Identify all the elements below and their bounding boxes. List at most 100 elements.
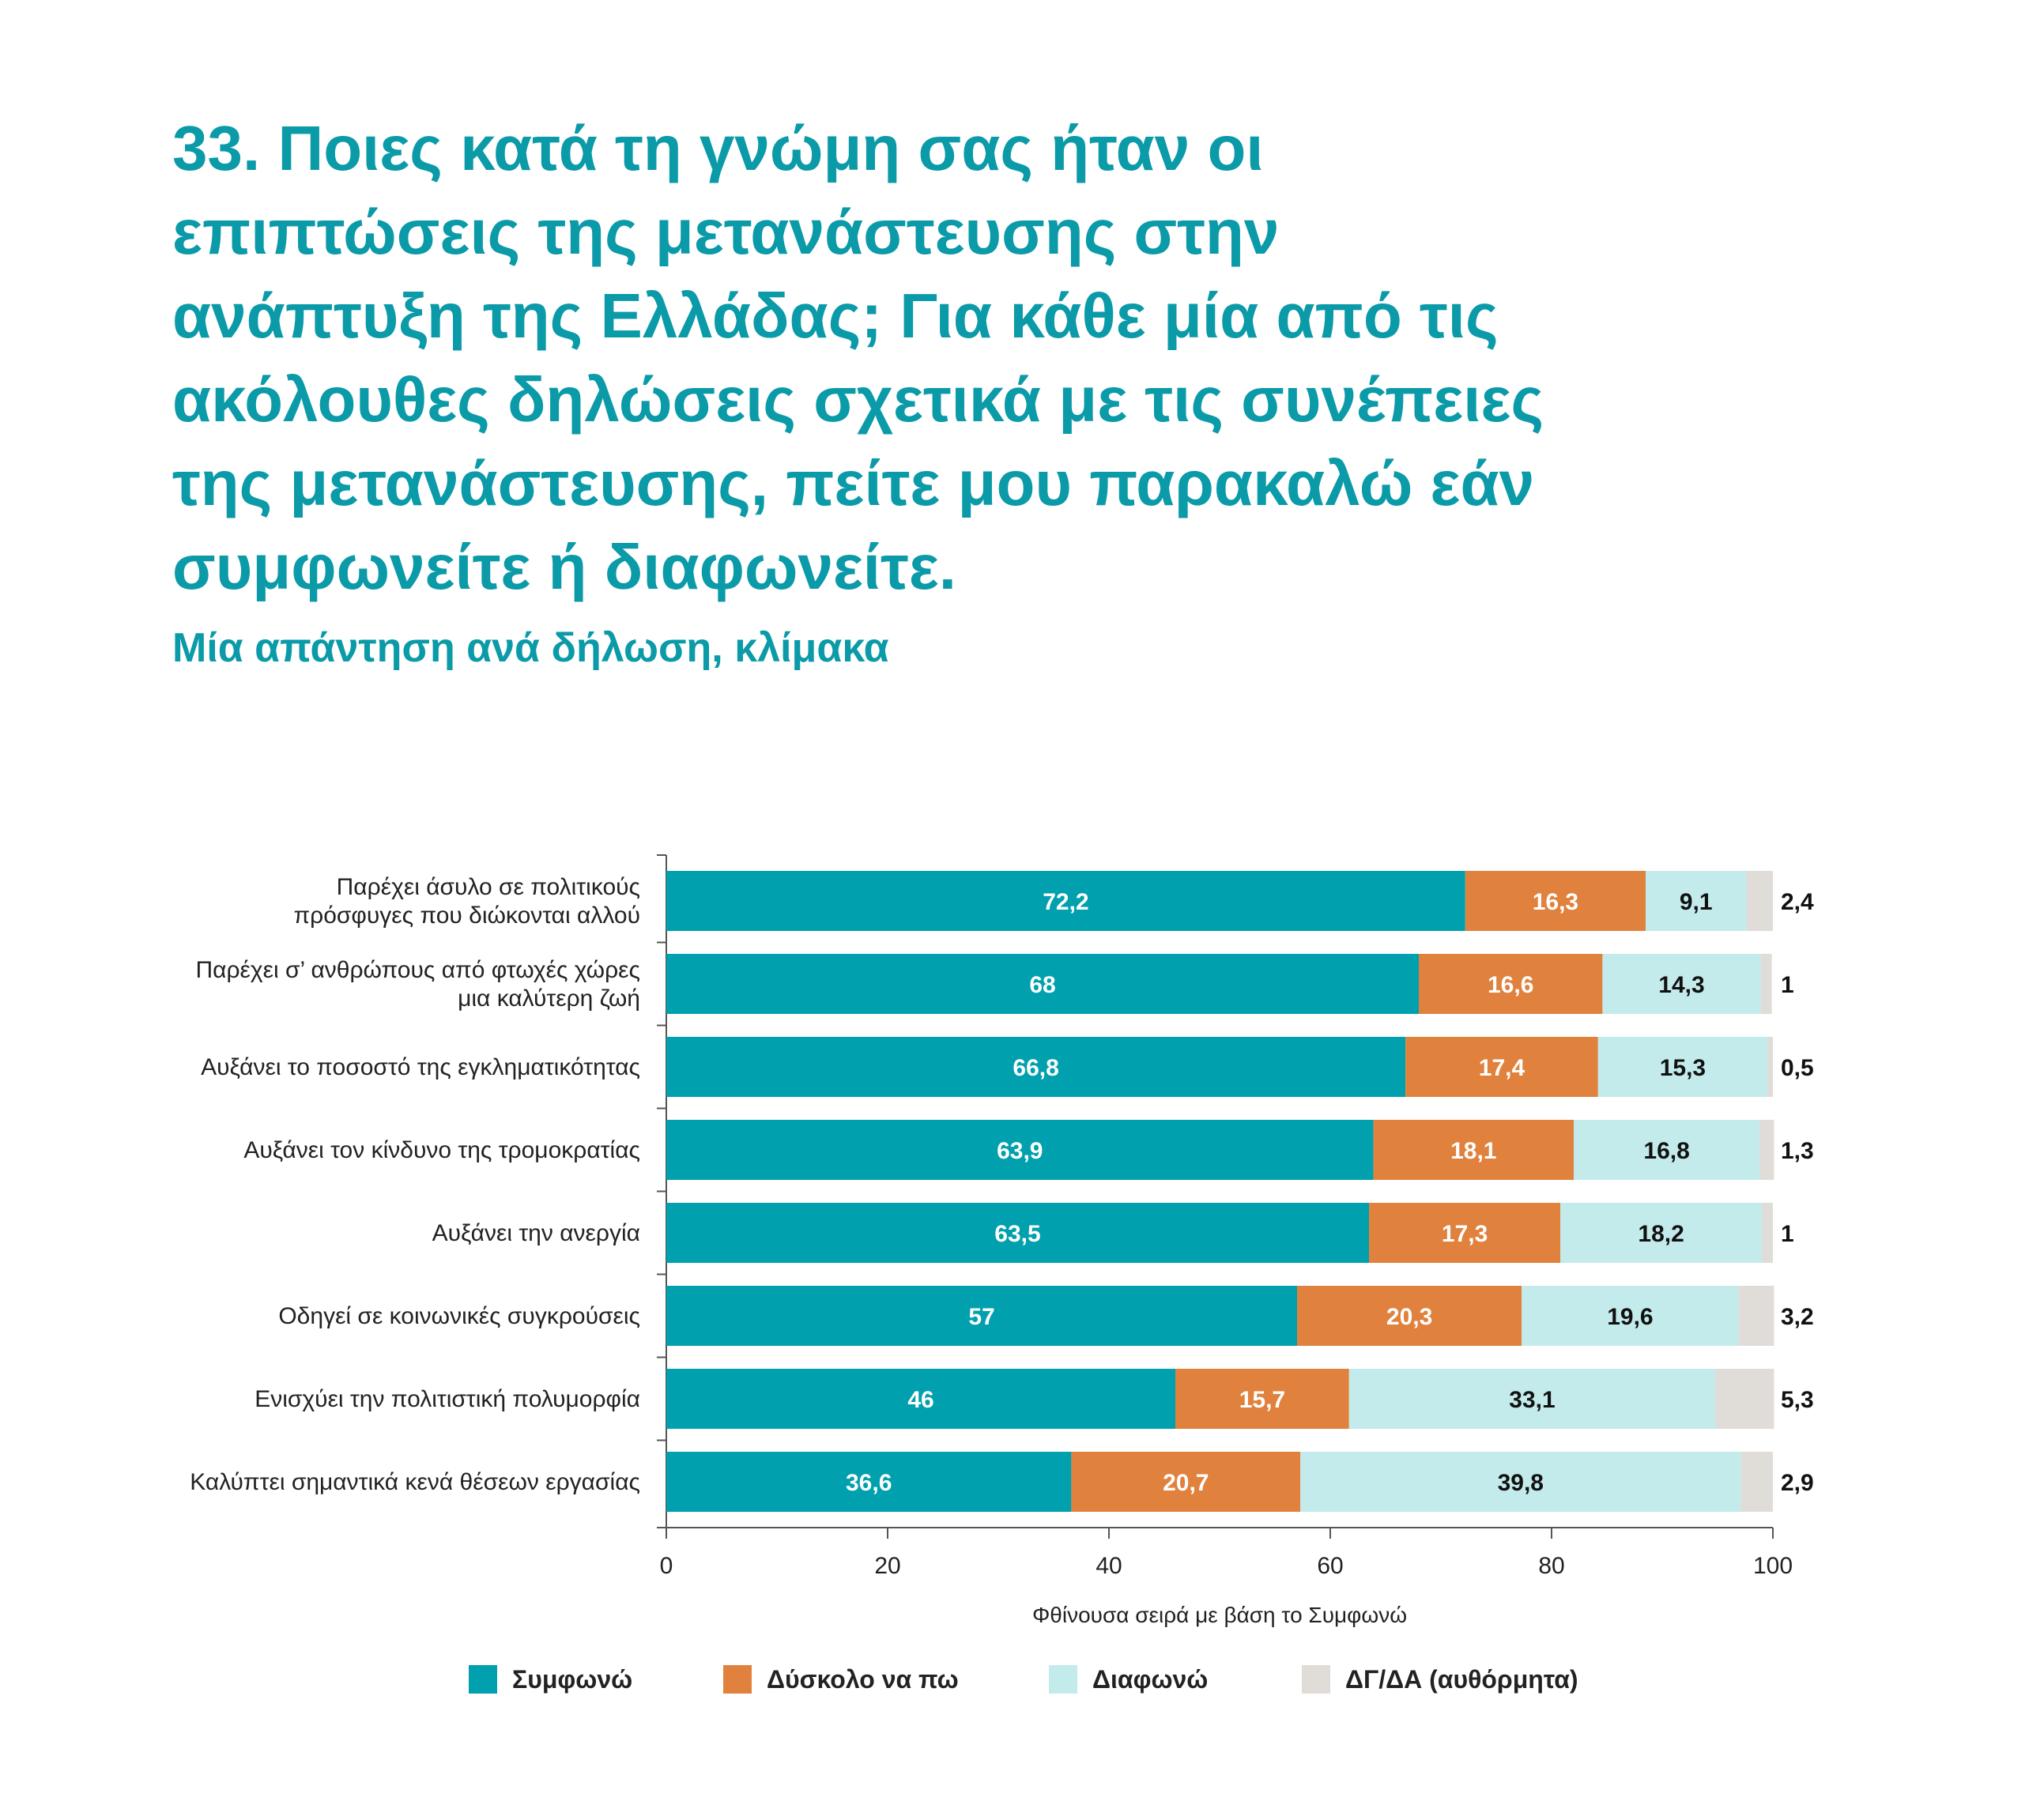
- legend-swatch: [469, 1665, 497, 1694]
- legend-item: ΔΓ/ΔΑ (αυθόρμητα): [1302, 1665, 1578, 1694]
- bar-segment: [1297, 1286, 1522, 1346]
- data-label: 63,5: [994, 1221, 1040, 1247]
- bar-segment: [1760, 954, 1772, 1014]
- bar-segment: [666, 954, 1419, 1014]
- legend-swatch: [1302, 1665, 1330, 1694]
- bar-row: Καλύπτει σημαντικά κενά θέσεων εργασίας 3…: [190, 1452, 1814, 1512]
- x-tick-label: 0: [660, 1553, 673, 1579]
- data-label: 72,2: [1043, 889, 1088, 915]
- legend-swatch: [723, 1665, 752, 1694]
- x-tick-label: 20: [874, 1553, 900, 1579]
- data-label: 17,4: [1479, 1055, 1525, 1081]
- legend-label: Συμφωνώ: [512, 1665, 632, 1694]
- bar-segment: [1175, 1369, 1349, 1429]
- x-tick-label: 100: [1753, 1553, 1793, 1579]
- bar-segment: [1574, 1120, 1760, 1180]
- data-label: 66,8: [1013, 1055, 1058, 1081]
- category-label: Ενισχύει την πολιτιστική πολυμορφία: [255, 1386, 640, 1412]
- legend-swatch: [1049, 1665, 1077, 1694]
- bar-segment: [1767, 1037, 1773, 1097]
- bar-segment: [1369, 1203, 1561, 1263]
- data-label: 20,3: [1386, 1304, 1432, 1330]
- bar-segment: [666, 1452, 1072, 1512]
- category-label: Παρέχει σ’ ανθρώπους από φτωχές χώρες: [195, 957, 640, 983]
- data-label: 36,6: [846, 1470, 892, 1496]
- chart-subtitle: Μία απάντηση ανά δήλωση, κλίμακα: [172, 625, 889, 671]
- category-label: Αυξάνει τον κίνδυνο της τρομοκρατίας: [243, 1137, 640, 1163]
- bar-segment: [666, 1120, 1374, 1180]
- bar-segment: [1522, 1286, 1739, 1346]
- category-label: μια καλύτερη ζωή: [458, 985, 640, 1012]
- legend-label: Διαφωνώ: [1092, 1665, 1208, 1694]
- data-label: 15,3: [1660, 1055, 1706, 1081]
- bar-segment: [666, 1203, 1369, 1263]
- data-label: 1,3: [1781, 1138, 1814, 1164]
- data-label: 39,8: [1498, 1470, 1544, 1496]
- data-label: 2,4: [1781, 889, 1814, 915]
- data-label: 18,2: [1638, 1221, 1684, 1247]
- bar-segment: [1597, 1037, 1767, 1097]
- bar-segment: [1560, 1203, 1762, 1263]
- data-label: 63,9: [997, 1138, 1043, 1164]
- bar-segment: [1746, 871, 1773, 931]
- data-label: 16,8: [1643, 1138, 1689, 1164]
- bar-row: Ενισχύει την πολιτιστική πολυμορφία 46 15,…: [255, 1369, 1814, 1429]
- data-label: 57: [968, 1304, 994, 1330]
- bar-row: Αυξάνει την ανεργία 63,5 17,3 18,2 1: [432, 1203, 1794, 1263]
- bar-segment: [1759, 1120, 1774, 1180]
- bar-segment: [666, 1369, 1175, 1429]
- bar-row: Οδηγεί σε κοινωνικές συγκρούσεις 57 20,3 19…: [278, 1286, 1814, 1346]
- data-label: 5,3: [1781, 1387, 1814, 1413]
- legend-item: Συμφωνώ: [469, 1665, 632, 1694]
- category-label: Οδηγεί σε κοινωνικές συγκρούσεις: [278, 1303, 640, 1329]
- bar-segment: [1373, 1120, 1574, 1180]
- data-label: 1: [1781, 1221, 1794, 1247]
- bar-segment: [1646, 871, 1747, 931]
- legend-label: Δύσκολο να πω: [767, 1665, 959, 1694]
- data-label: 20,7: [1163, 1470, 1209, 1496]
- x-tick-label: 80: [1538, 1553, 1564, 1579]
- category-label: Καλύπτει σημαντικά κενά θέσεων εργασίας: [190, 1469, 640, 1495]
- legend-item: Δύσκολο να πω: [723, 1665, 959, 1694]
- data-label: 68: [1029, 972, 1055, 998]
- data-label: 15,7: [1239, 1387, 1285, 1413]
- bar-segment: [1465, 871, 1646, 931]
- data-label: 16,3: [1533, 889, 1578, 915]
- bar-segment: [1602, 954, 1761, 1014]
- bar-segment: [1300, 1452, 1741, 1512]
- data-label: 2,9: [1781, 1470, 1814, 1496]
- data-label: 18,1: [1450, 1138, 1496, 1164]
- data-label: 17,3: [1442, 1221, 1488, 1247]
- data-label: 0,5: [1781, 1055, 1814, 1081]
- legend-label: ΔΓ/ΔΑ (αυθόρμητα): [1345, 1665, 1578, 1694]
- bar-segment: [1405, 1037, 1598, 1097]
- category-label: Αυξάνει το ποσοστό της εγκληματικότητας: [201, 1054, 640, 1080]
- bar-row: Αυξάνει το ποσοστό της εγκληματικότητας 6…: [201, 1037, 1814, 1097]
- category-label: Αυξάνει την ανεργία: [432, 1220, 640, 1246]
- data-label: 9,1: [1680, 889, 1713, 915]
- x-tick-label: 60: [1317, 1553, 1343, 1579]
- data-label: 14,3: [1658, 972, 1704, 998]
- bar-segment: [1419, 954, 1603, 1014]
- category-label: Παρέχει άσυλο σε πολιτικούς: [337, 874, 640, 900]
- bar-segment: [666, 871, 1465, 931]
- bar-segment: [1348, 1369, 1716, 1429]
- bar-segment: [666, 1286, 1297, 1346]
- bar-row: Παρέχει σ’ ανθρώπους από φτωχές χώρεςμια…: [195, 954, 1794, 1014]
- legend-item: Διαφωνώ: [1049, 1665, 1208, 1694]
- bar-segment: [666, 1037, 1406, 1097]
- data-label: 46: [907, 1387, 933, 1413]
- bar-segment: [1071, 1452, 1301, 1512]
- bar-segment: [1738, 1286, 1774, 1346]
- x-tick-label: 40: [1096, 1553, 1122, 1579]
- data-label: 16,6: [1488, 972, 1533, 998]
- bar-segment: [1762, 1203, 1773, 1263]
- chart-title: 33. Ποιες κατά τη γνώμη σας ήταν οι επιπ…: [172, 113, 1544, 602]
- bar-segment: [1740, 1452, 1773, 1512]
- data-label: 19,6: [1607, 1304, 1653, 1330]
- bar-row: Αυξάνει τον κίνδυνο της τρομοκρατίας 63,9…: [243, 1120, 1814, 1180]
- data-label: 3,2: [1781, 1304, 1814, 1330]
- data-label: 33,1: [1509, 1387, 1555, 1413]
